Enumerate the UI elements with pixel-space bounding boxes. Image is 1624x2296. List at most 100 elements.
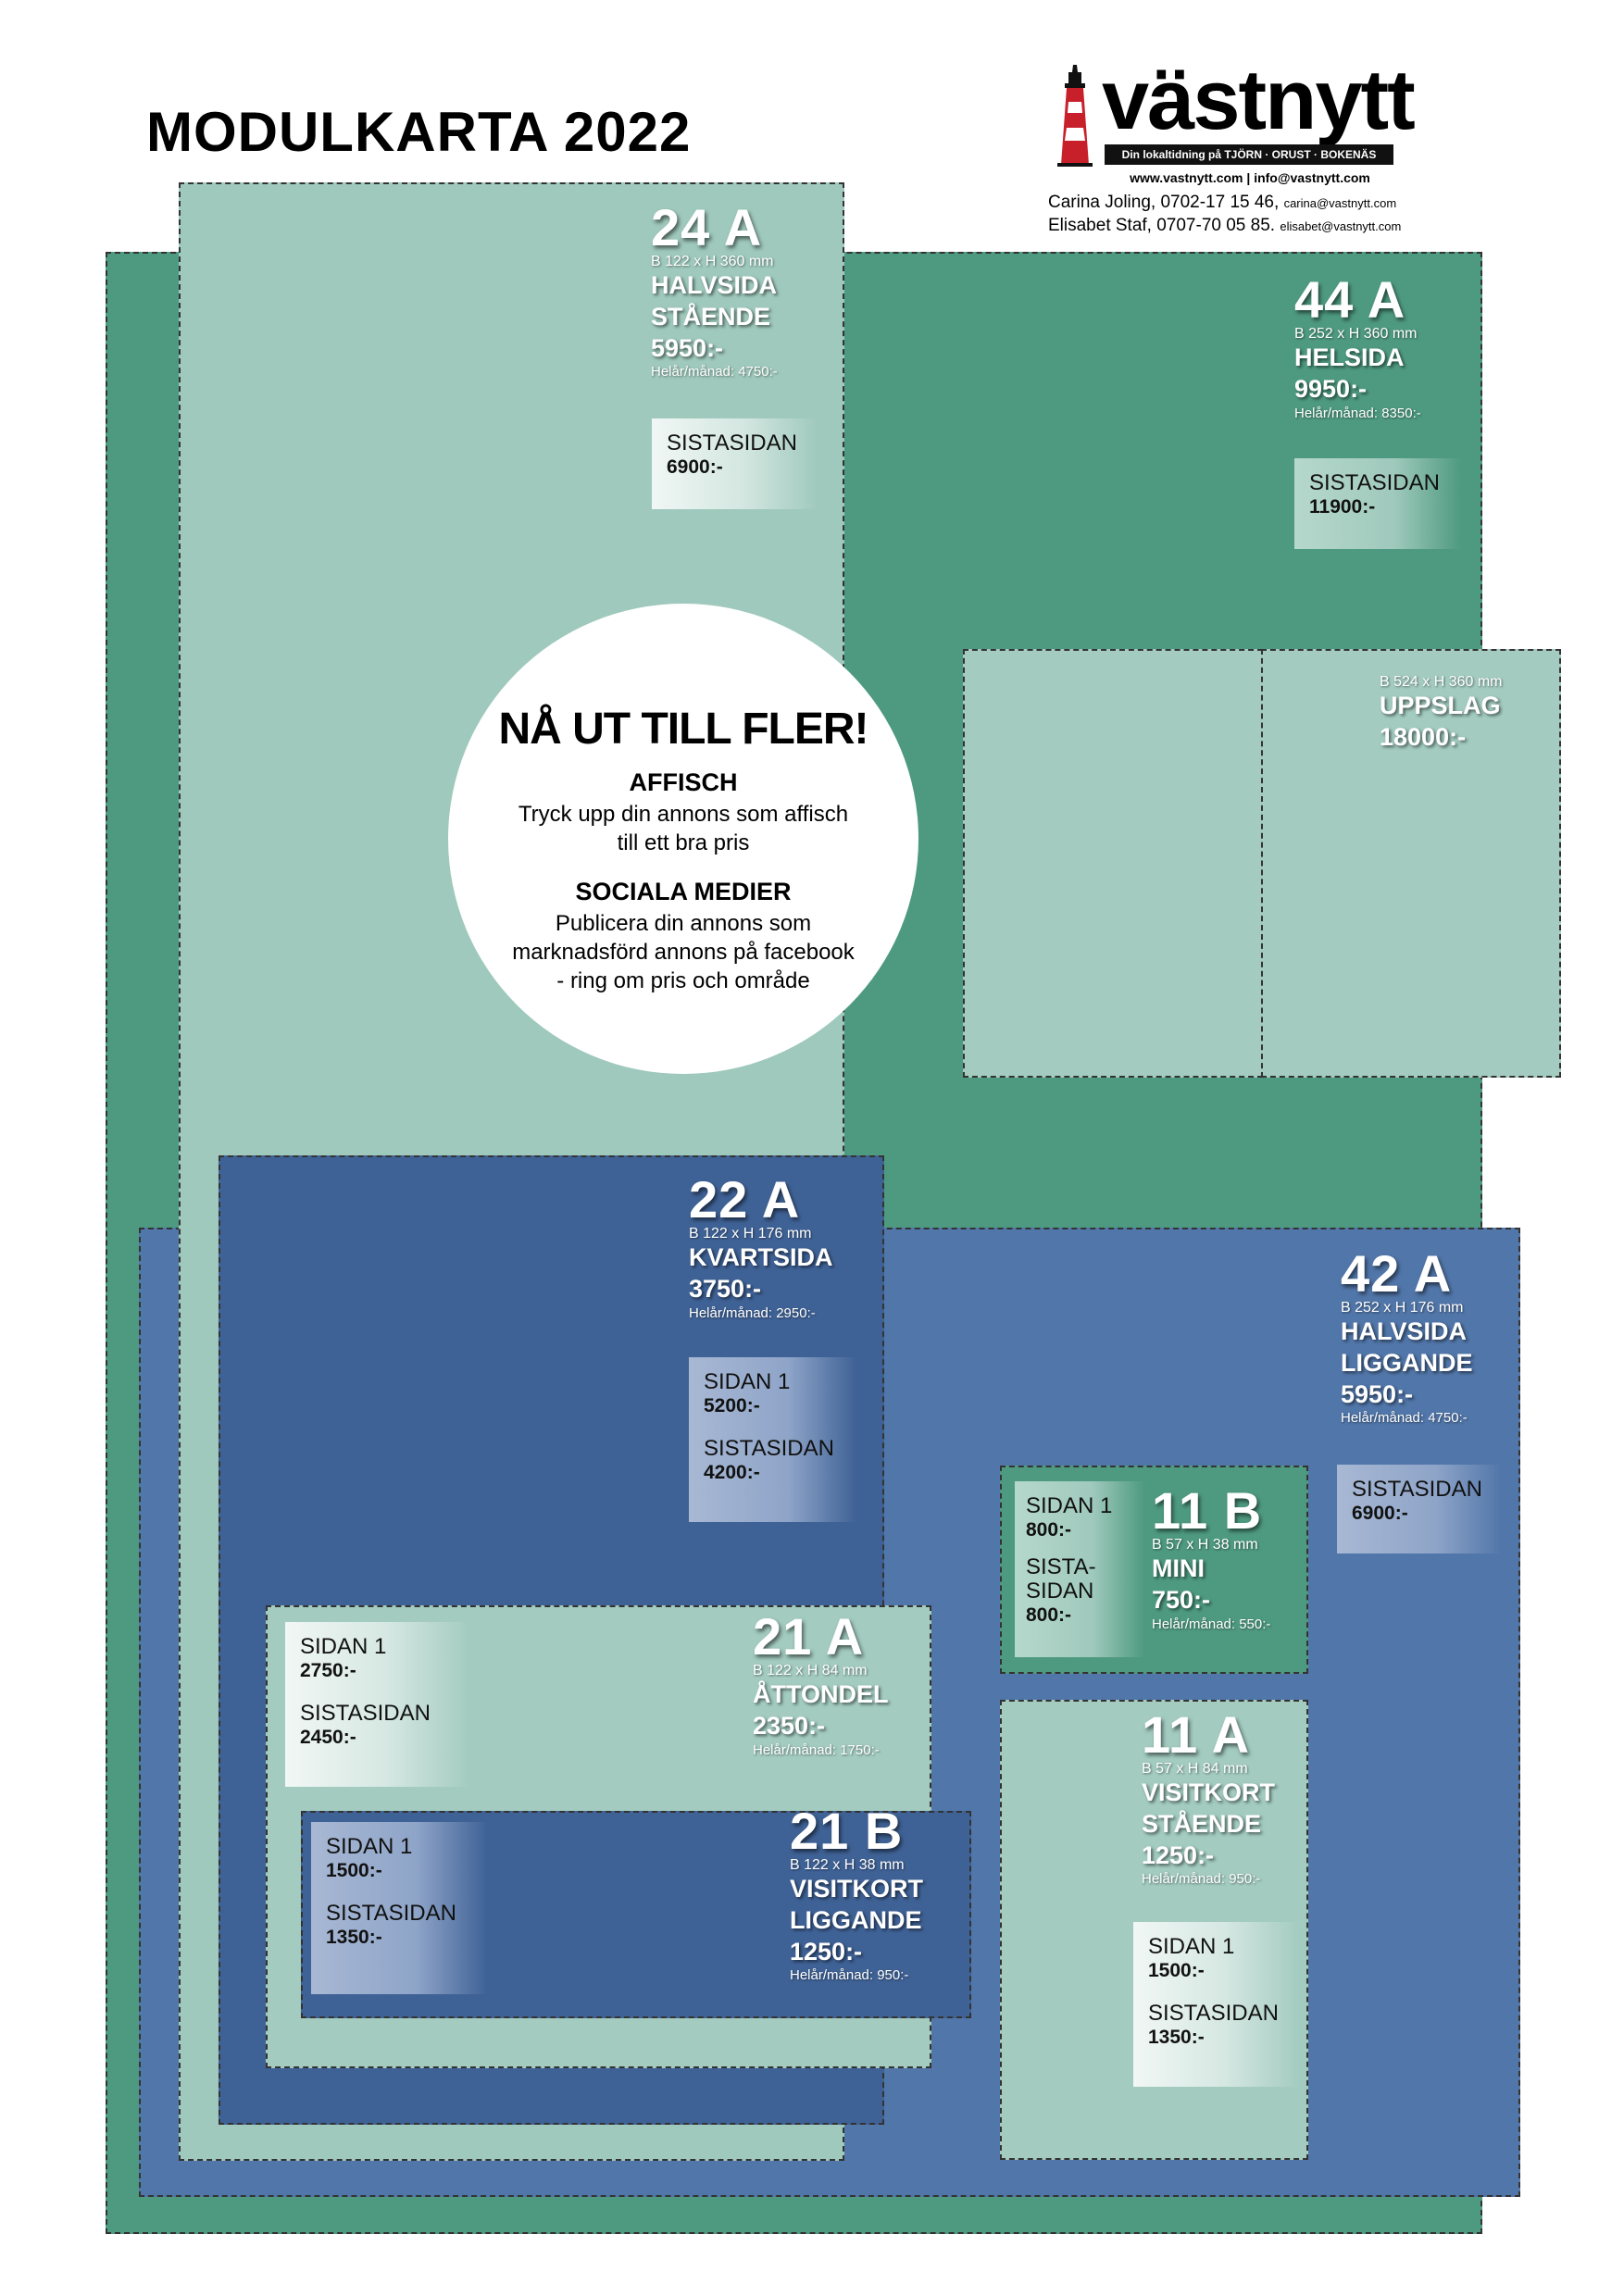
- module-22a-name1: KVARTSIDA: [689, 1243, 833, 1271]
- module-24a-sistasidan-panel: SISTASIDAN 6900:-: [652, 418, 818, 509]
- module-11a-p2-price: 1350:-: [1148, 2026, 1205, 2048]
- module-21b-info: 21 B B 122 x H 38 mm VISITKORT LIGGANDE …: [790, 1802, 924, 1984]
- uppslag-dimensions: B 524 x H 360 mm: [1380, 674, 1503, 690]
- promo-social-line2: marknadsförd annons på facebook: [512, 940, 855, 965]
- module-42a-p1-label: SISTASIDAN: [1352, 1477, 1482, 1502]
- module-11a-p1-price: 1500:-: [1148, 1960, 1205, 1982]
- module-11a-p1-label: SIDAN 1: [1148, 1934, 1235, 1959]
- promo-affisch-line2: till ett bra pris: [617, 830, 750, 855]
- module-24a-price: 5950:-: [651, 333, 724, 362]
- contact-carina-text: Carina Joling, 0702-17 15 46,: [1048, 193, 1280, 212]
- module-11b-info: 11 B B 57 x H 38 mm MINI 750:- Helår/mån…: [1152, 1485, 1270, 1632]
- module-11b-price: 750:-: [1152, 1585, 1211, 1614]
- module-11a-price: 1250:-: [1142, 1841, 1215, 1869]
- contact-carina: Carina Joling, 0702-17 15 46, carina@vas…: [1048, 193, 1396, 213]
- module-11b-p1-label: SIDAN 1: [1026, 1493, 1113, 1518]
- module-21b-p1-price: 1500:-: [326, 1860, 382, 1882]
- module-42a-name1: HALVSIDA: [1341, 1317, 1468, 1345]
- promo-social-title: SOCIALA MEDIER: [575, 878, 792, 905]
- module-22a-yearly: Helår/månad: 2950:-: [689, 1304, 816, 1321]
- logo-tagline: Din lokaltidning på TJÖRN · ORUST · BOKE…: [1105, 144, 1393, 165]
- module-11a-info: 11 A B 57 x H 84 mm VISITKORT STÅENDE 12…: [1142, 1705, 1276, 1888]
- module-21a-name1: ÅTTONDEL: [753, 1680, 889, 1708]
- module-22a-p2-label: SISTASIDAN: [704, 1435, 834, 1461]
- module-21b-p2-price: 1350:-: [326, 1926, 382, 1948]
- module-24a-p1-price: 6900:-: [667, 456, 723, 479]
- contact-elisabet-text: Elisabet Staf, 0707-70 05 85.: [1048, 216, 1276, 235]
- module-44a-info: 44 A B 252 x H 360 mm HELSIDA 9950:- Hel…: [1294, 274, 1421, 421]
- promo-social-line1: Publicera din annons som: [555, 911, 812, 936]
- module-21a-p1-price: 2750:-: [300, 1660, 356, 1682]
- module-24a-info: 24 A B 122 x H 360 mm HALVSIDA STÅENDE 5…: [651, 202, 778, 381]
- module-21b-yearly: Helår/månad: 950:-: [790, 1967, 909, 1984]
- module-22a-p1-label: SIDAN 1: [704, 1369, 791, 1394]
- module-44a-price: 9950:-: [1294, 374, 1368, 403]
- module-21b-price: 1250:-: [790, 1937, 863, 1965]
- module-42a-dimensions: B 252 x H 176 mm: [1341, 1300, 1464, 1316]
- promo-social-line3: - ring om pris och område: [556, 968, 810, 993]
- module-42a-sistasidan-panel: SISTASIDAN 6900:-: [1337, 1465, 1502, 1554]
- module-24a-p1-label: SISTASIDAN: [667, 430, 797, 455]
- module-11b-p2-price: 800:-: [1026, 1604, 1072, 1627]
- module-44a-yearly: Helår/månad: 8350:-: [1294, 405, 1421, 421]
- module-21a-p1-label: SIDAN 1: [300, 1634, 387, 1659]
- module-21b-code: 21 B: [790, 1802, 904, 1860]
- promo-circle: NÅ UT TILL FLER! AFFISCH Tryck upp din a…: [448, 604, 918, 1074]
- promo-affisch-title: AFFISCH: [629, 768, 738, 796]
- module-11a-price-panel: SIDAN 1 1500:- SISTASIDAN 1350:-: [1133, 1922, 1300, 2087]
- module-24a-name2: STÅENDE: [651, 302, 771, 331]
- module-21b-name1: VISITKORT: [790, 1875, 924, 1903]
- module-22a-p2-price: 4200:-: [704, 1461, 760, 1483]
- module-44a-code: 44 A: [1294, 270, 1406, 329]
- uppslag-left-page: [963, 649, 1263, 1078]
- module-21a-info: 21 A B 122 x H 84 mm ÅTTONDEL 2350:- Hel…: [753, 1611, 889, 1758]
- module-21b-p2-label: SISTASIDAN: [326, 1900, 456, 1926]
- module-11b-code: 11 B: [1152, 1481, 1263, 1540]
- uppslag-info: B 524 x H 360 mm UPPSLAG 18000:-: [1380, 674, 1503, 754]
- module-24a-dimensions: B 122 x H 360 mm: [651, 254, 774, 269]
- module-44a-p1-price: 11900:-: [1309, 496, 1376, 518]
- uppslag-right-page: [1261, 649, 1561, 1078]
- module-42a-name2: LIGGANDE: [1341, 1348, 1473, 1377]
- module-42a-yearly: Helår/månad: 4750:-: [1341, 1410, 1468, 1427]
- module-11b-p1-price: 800:-: [1026, 1519, 1072, 1541]
- module-21a-p2-label: SISTASIDAN: [300, 1700, 431, 1726]
- module-21b-p1-label: SIDAN 1: [326, 1834, 413, 1859]
- uppslag-price: 18000:-: [1380, 722, 1467, 751]
- module-21a-dimensions: B 122 x H 84 mm: [753, 1663, 868, 1678]
- promo-headline: NÅ UT TILL FLER!: [498, 705, 868, 754]
- module-22a-code: 22 A: [689, 1170, 801, 1229]
- module-11b-p2-label-a: SISTA-: [1026, 1554, 1096, 1579]
- module-21b-dimensions: B 122 x H 38 mm: [790, 1857, 905, 1873]
- module-42a-info: 42 A B 252 x H 176 mm HALVSIDA LIGGANDE …: [1341, 1244, 1473, 1427]
- module-21a-code: 21 A: [753, 1607, 865, 1666]
- module-42a-code: 42 A: [1341, 1244, 1453, 1303]
- module-11b-price-panel: SIDAN 1 800:- SISTA- SIDAN 800:-: [1015, 1481, 1144, 1657]
- module-11a-name2: STÅENDE: [1142, 1809, 1262, 1838]
- module-11b-yearly: Helår/månad: 550:-: [1152, 1616, 1271, 1632]
- website-email: www.vastnytt.com | info@vastnytt.com: [1130, 170, 1370, 185]
- page-title: MODULKARTA 2022: [146, 101, 692, 163]
- module-22a-dimensions: B 122 x H 176 mm: [689, 1226, 812, 1242]
- contact-elisabet: Elisabet Staf, 0707-70 05 85. elisabet@v…: [1048, 216, 1401, 236]
- module-22a-price-panel: SIDAN 1 5200:- SISTASIDAN 4200:-: [689, 1357, 856, 1522]
- module-21a-yearly: Helår/månad: 1750:-: [753, 1741, 880, 1758]
- module-11b-p2-label-b: SIDAN: [1026, 1578, 1094, 1603]
- module-11a-yearly: Helår/månad: 950:-: [1142, 1871, 1261, 1888]
- module-44a-p1-label: SISTASIDAN: [1309, 470, 1440, 495]
- module-11a-p2-label: SISTASIDAN: [1148, 2000, 1279, 2026]
- module-11a-dimensions: B 57 x H 84 mm: [1142, 1761, 1248, 1777]
- module-42a-price: 5950:-: [1341, 1379, 1414, 1408]
- module-21a-p2-price: 2450:-: [300, 1726, 356, 1748]
- module-11b-name1: MINI: [1152, 1554, 1205, 1582]
- module-22a-p1-price: 5200:-: [704, 1395, 760, 1417]
- module-21a-price-panel: SIDAN 1 2750:- SISTASIDAN 2450:-: [285, 1622, 470, 1787]
- contact-elisabet-email: elisabet@vastnytt.com: [1280, 219, 1402, 233]
- module-22a-info: 22 A B 122 x H 176 mm KVARTSIDA 3750:- H…: [689, 1174, 833, 1321]
- module-42a-p1-price: 6900:-: [1352, 1503, 1408, 1525]
- lighthouse-icon: [1057, 65, 1093, 167]
- module-11a-name1: VISITKORT: [1142, 1778, 1276, 1806]
- module-21b-name2: LIGGANDE: [790, 1905, 922, 1934]
- contact-carina-email: carina@vastnytt.com: [1283, 196, 1397, 210]
- module-11a-code: 11 A: [1142, 1705, 1251, 1764]
